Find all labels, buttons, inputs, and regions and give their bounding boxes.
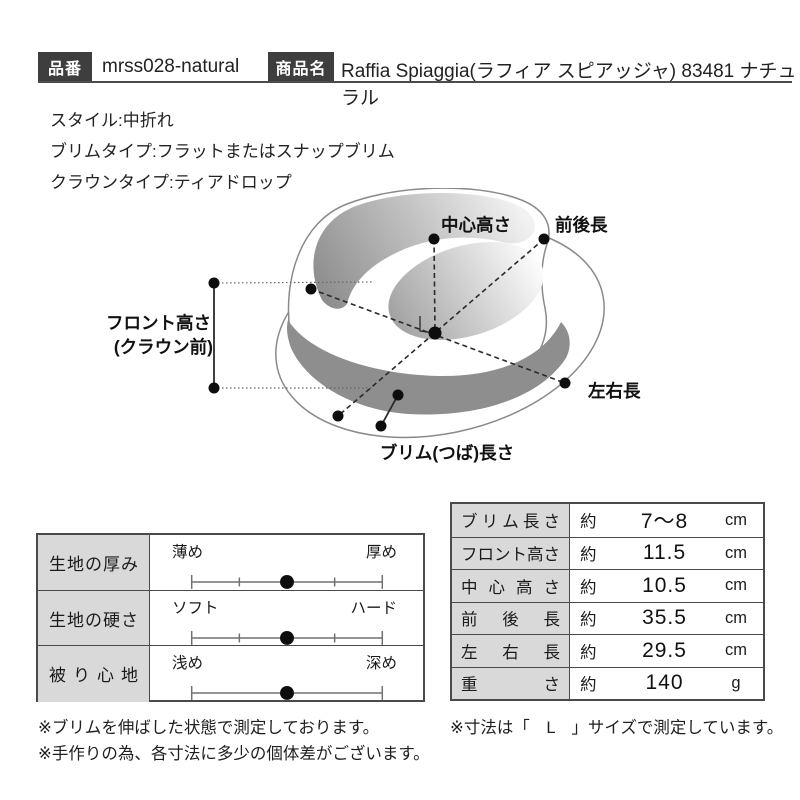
approx-prefix: 約: [580, 643, 597, 662]
row-label: 生地の厚み: [38, 535, 150, 591]
front-height-top-dotted-line: [213, 281, 374, 284]
table-row-stiffness: 生地の硬さ ソフト ハード: [38, 590, 423, 647]
diagram-label-front-height: フロント高さ: [106, 313, 211, 333]
fit-feel-slider: [190, 685, 384, 700]
approx-prefix: 約: [580, 578, 597, 597]
stiffness-slider: [190, 630, 384, 645]
front-back-length-line: [337, 238, 545, 417]
thickness-slider-cell: 薄め 厚め: [150, 535, 423, 591]
slider-dot: [280, 574, 294, 589]
row-label: 左右長: [452, 635, 570, 667]
part-no-value: mrss028-natural: [102, 56, 240, 77]
note-size-l-measured: ※寸法は「 L 」サイズで測定しています。: [450, 719, 784, 737]
row-label: 中心高さ: [452, 570, 570, 602]
measurement-value: 11.5: [642, 541, 687, 565]
hat-measurement-diagram: 中心高さ 前後長 フロント高さ (クラウン前) 左右長 ブリム(つば)長さ: [106, 188, 800, 498]
center-height-line: [433, 238, 436, 334]
measurement-value: 35.5: [642, 606, 687, 630]
table-row-center-height: 中心高さ 約 10.5 cm: [452, 569, 763, 602]
fabric-property-table: 生地の厚み 薄め 厚め 生地の硬さ ソフト: [36, 533, 425, 702]
measurement-dots: [208, 233, 571, 432]
table-row-front-back-length: 前後長 約 35.5 cm: [452, 601, 763, 634]
diagram-label-center-height: 中心高さ: [441, 215, 511, 235]
table-row-front-height: フロント高さ 約 11.5 cm: [452, 536, 763, 569]
measurement-value: 29.5: [642, 638, 687, 662]
measurements-table: ブリム長さ 約 7〜8 cm フロント高さ 約 11.5 cm 中心高さ 約 1…: [450, 502, 765, 701]
measure-dot: [375, 420, 387, 432]
table-row-brim-length: ブリム長さ 約 7〜8 cm: [452, 504, 763, 537]
measurement-value: 140: [645, 671, 684, 695]
measure-dot: [538, 233, 550, 245]
measurement-unit: cm: [725, 510, 747, 529]
measurement-unit: cm: [725, 641, 747, 660]
hat-crown-dent: [313, 193, 535, 309]
slider-right-label: ハード: [350, 600, 397, 617]
header-divider: [38, 81, 792, 83]
spec-line-crown-type: クラウンタイプ:ティアドロップ: [50, 173, 292, 192]
thickness-slider: [190, 574, 384, 589]
row-label: 重さ: [452, 667, 570, 699]
approx-prefix: 約: [580, 676, 597, 695]
measure-dot: [559, 377, 571, 389]
part-no-label: 品番: [47, 61, 82, 78]
table-row-left-right-length: 左右長 約 29.5 cm: [452, 634, 763, 667]
slider-dot: [280, 630, 294, 645]
measurement-lines: [213, 238, 566, 427]
product-name-value: Raffia Spiaggia(ラフィア スピアッジャ) 83481 ナチュラル: [341, 61, 797, 109]
slider-left-label: 浅め: [172, 655, 204, 672]
note-handmade-variance: ※手作りの為、各寸法に多少の個体差がございます。: [38, 745, 430, 763]
slider-dot: [280, 685, 294, 700]
measure-dot: [332, 410, 344, 422]
diagram-label-left-right-length: 左右長: [588, 381, 641, 401]
slider-left-label: 薄め: [172, 544, 204, 561]
diagram-label-crown-front: (クラウン前): [114, 337, 213, 357]
row-label: 生地の硬さ: [38, 591, 150, 647]
row-label: 被り心地: [38, 646, 150, 702]
measure-dot: [208, 277, 220, 289]
brim-length-line: [380, 394, 399, 427]
stiffness-slider-cell: ソフト ハード: [150, 591, 423, 647]
hat-crown-bump: [388, 242, 544, 340]
measure-dot: [305, 283, 317, 295]
product-name-label: 商品名: [275, 61, 327, 78]
product-name-label-box: 商品名: [268, 52, 334, 82]
measurement-unit: cm: [725, 576, 747, 595]
part-no-label-box: 品番: [38, 52, 92, 82]
left-right-length-line: [310, 288, 566, 384]
diagram-label-brim-length: ブリム(つば)長さ: [380, 443, 514, 463]
row-label: ブリム長さ: [452, 504, 570, 537]
diagram-label-front-back-length: 前後長: [555, 215, 608, 235]
approx-prefix: 約: [580, 546, 597, 565]
measure-dot: [208, 382, 220, 394]
table-row-weight: 重さ 約 140 g: [452, 666, 763, 699]
row-label: 前後長: [452, 602, 570, 634]
measurement-value: 7〜8: [640, 510, 689, 534]
measure-dot: [428, 326, 442, 340]
slider-left-label: ソフト: [172, 600, 219, 617]
table-row-thickness: 生地の厚み 薄め 厚め: [38, 535, 423, 591]
approx-prefix: 約: [580, 513, 597, 532]
measurement-value: 10.5: [642, 573, 687, 597]
measure-dot: [428, 233, 440, 245]
fit-feel-slider-cell: 浅め 深め: [150, 646, 423, 702]
spec-line-style: スタイル:中折れ: [50, 111, 174, 130]
measurement-unit: cm: [725, 608, 747, 627]
table-row-fit-feel: 被り心地 浅め 深め: [38, 645, 423, 702]
spec-line-brim-type: ブリムタイプ:フラットまたはスナップブリム: [50, 142, 395, 161]
slider-right-label: 深め: [365, 655, 397, 672]
note-brim-measured-extended: ※ブリムを伸ばした状態で測定しております。: [38, 719, 380, 737]
measurement-unit: g: [731, 673, 741, 692]
hat-band: [287, 320, 570, 415]
approx-prefix: 約: [580, 611, 597, 630]
slider-right-label: 厚め: [365, 544, 397, 561]
row-label: フロント高さ: [452, 537, 570, 569]
measurement-unit: cm: [725, 543, 747, 562]
measure-dot: [392, 389, 404, 401]
